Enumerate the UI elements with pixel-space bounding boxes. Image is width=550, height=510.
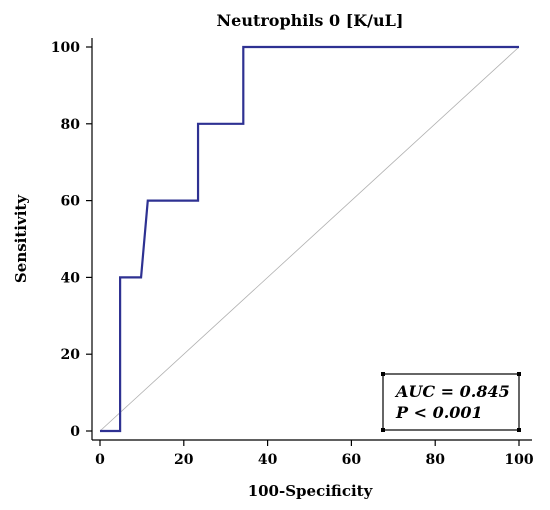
y-tick-label: 100: [51, 40, 80, 56]
annotation-corner: [517, 372, 521, 376]
x-tick-label: 20: [174, 452, 194, 468]
annotation-corner: [381, 428, 385, 432]
x-tick-label: 60: [342, 452, 362, 468]
annotation-corner: [381, 372, 385, 376]
plot-area: [91, 38, 532, 441]
y-axis-ticks: 0 20 40 60 80 100: [51, 40, 92, 440]
annotation-corner: [517, 428, 521, 432]
x-axis-ticks: 0 20 40 60 80 100: [95, 440, 534, 468]
y-tick-label: 40: [61, 270, 81, 286]
annotation-frame: [382, 373, 520, 431]
series-layer: [99, 45, 520, 433]
reference-diagonal-line: [99, 46, 520, 432]
x-axis-label: 100-Specificity: [248, 482, 374, 500]
auc-annotation-box: AUC = 0.845 P < 0.001: [381, 372, 521, 432]
x-tick-label: 80: [425, 452, 445, 468]
roc-curve-line: [100, 45, 519, 433]
y-tick-label: 20: [61, 347, 81, 363]
y-tick-label: 60: [61, 194, 81, 210]
auc-text: AUC = 0.845: [394, 382, 510, 401]
y-tick-label: 80: [61, 117, 81, 133]
y-axis-label: Sensitivity: [12, 194, 30, 283]
y-tick-label: 0: [70, 424, 80, 440]
x-tick-label: 100: [504, 452, 533, 468]
chart-title: Neutrophils 0 [K/uL]: [217, 11, 404, 30]
x-tick-label: 0: [95, 452, 105, 468]
x-tick-label: 40: [258, 452, 278, 468]
p-value-text: P < 0.001: [395, 403, 483, 422]
